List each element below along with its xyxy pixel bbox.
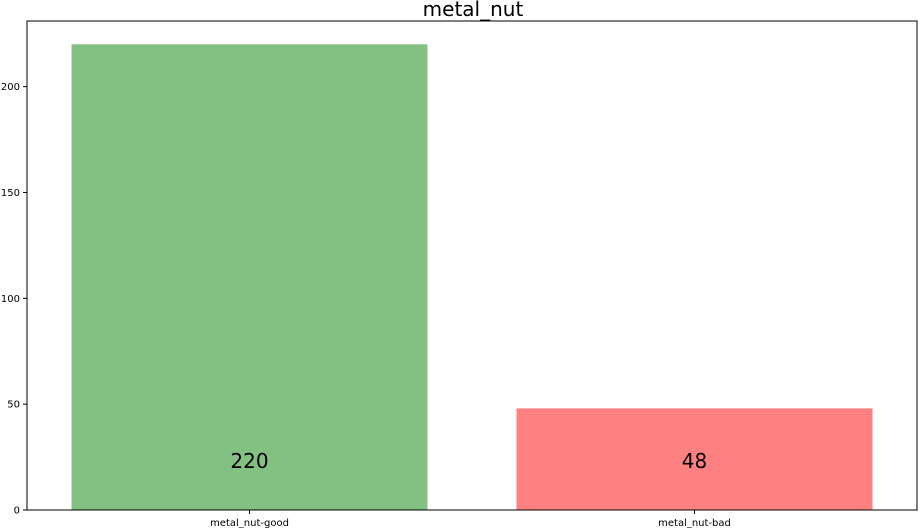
bars-group: [71, 44, 873, 511]
y-tick-label: 200: [1, 82, 20, 93]
x-tick-label: metal_nut-bad: [658, 518, 731, 528]
y-tick-label: 100: [1, 294, 20, 305]
y-tick-label: 150: [1, 188, 20, 199]
plot-frame: [26, 20, 918, 511]
bar-value-label: 220: [230, 449, 268, 473]
x-axis: metal_nut-good metal_nut-bad: [210, 510, 731, 528]
bar-metal_nut-good: [71, 44, 428, 511]
bar-labels-group: 220 48: [230, 449, 707, 473]
y-axis: 0 50 100 150 200: [1, 82, 27, 517]
bar-metal_nut-bad: [516, 408, 873, 510]
y-tick-label: 50: [7, 400, 20, 411]
x-tick-label: metal_nut-good: [210, 518, 289, 528]
bar-value-label: 48: [682, 449, 707, 473]
y-tick-label: 0: [14, 506, 20, 517]
chart-title: metal_nut: [423, 0, 524, 21]
